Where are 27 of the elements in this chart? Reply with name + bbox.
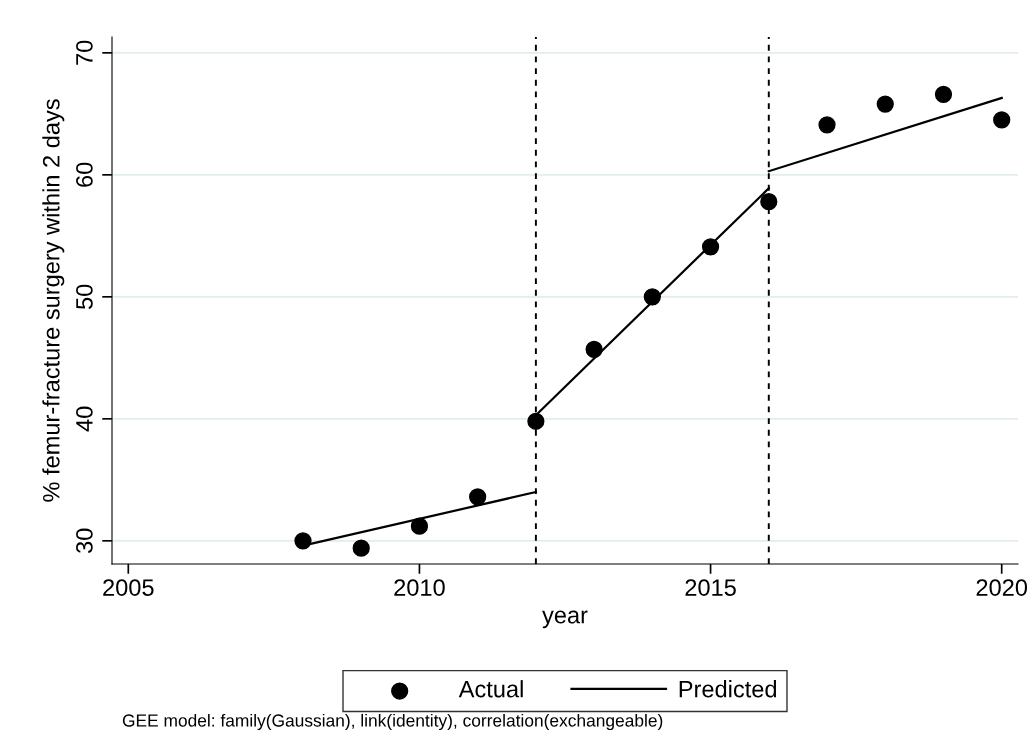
x-tick-label: 2020 [976, 579, 1028, 596]
y-tick-label: 30 [76, 528, 93, 554]
y-tick-label: 40 [76, 406, 93, 432]
x-axis-title: year [542, 610, 588, 629]
point [876, 95, 894, 113]
point [527, 412, 545, 430]
x-tick-label: 2010 [394, 579, 445, 596]
text: GEE model: family(Gaussian), link(identity), correlation(exchangeable) [122, 713, 663, 731]
legend-label: Actual [458, 680, 523, 698]
y-axis-title: % femur-fracture surgery within 2 days [42, 99, 65, 502]
point [993, 111, 1011, 129]
point [352, 539, 370, 557]
point [934, 85, 953, 103]
point [818, 116, 836, 134]
point [469, 488, 487, 506]
point [760, 193, 778, 211]
legend-label: Predicted [679, 680, 777, 698]
point [410, 517, 429, 535]
y-tick-label: 70 [76, 40, 93, 65]
point [701, 238, 720, 256]
y-tick-label: 50 [76, 284, 93, 310]
x-tick-label: 2005 [103, 579, 154, 596]
y-tick-label: 60 [76, 162, 93, 187]
point [294, 532, 312, 550]
point [643, 288, 661, 306]
x-tick-label: 2015 [685, 579, 736, 596]
point [585, 340, 603, 358]
